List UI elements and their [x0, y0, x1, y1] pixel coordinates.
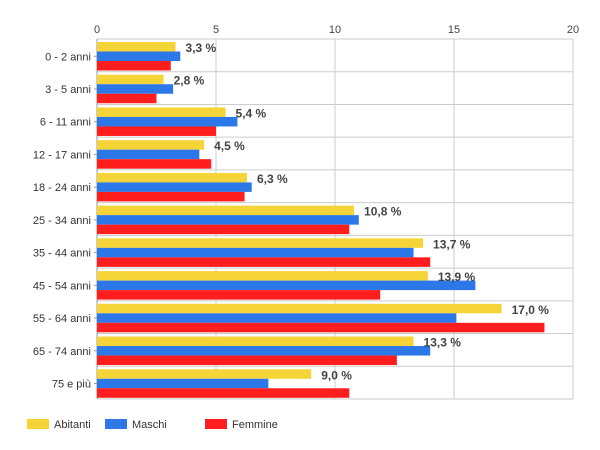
legend: Abitanti Maschi Femmine — [27, 419, 278, 431]
bar-abitanti — [97, 140, 205, 150]
category-label: 3 - 5 anni — [45, 84, 91, 96]
category-label: 45 - 54 anni — [33, 280, 91, 292]
x-tick-label: 20 — [567, 24, 579, 36]
bar-femmine — [97, 322, 545, 333]
bar-maschi — [97, 346, 431, 356]
bar-abitanti — [97, 172, 247, 183]
data-label: 13,3 % — [424, 336, 462, 350]
bar-femmine — [97, 93, 157, 104]
bar-maschi — [97, 51, 181, 61]
bar-abitanti — [97, 336, 414, 347]
data-label: 6,3 % — [257, 172, 288, 186]
data-label: 4,5 % — [214, 139, 245, 153]
data-label: 10,8 % — [364, 205, 402, 219]
bars — [97, 42, 545, 398]
data-label: 2,8 % — [174, 74, 205, 88]
bar-femmine — [97, 388, 350, 398]
bar-maschi — [97, 116, 238, 127]
bar-abitanti — [97, 74, 164, 85]
bar-abitanti — [97, 107, 226, 117]
bar-femmine — [97, 191, 245, 202]
bar-maschi — [97, 313, 457, 323]
data-labels: 3,3 % 2,8 % 5,4 % 4,5 % 6,3 % 10,8 % 13,7 % 13,… — [174, 41, 550, 382]
category-label: 55 - 64 anni — [33, 313, 91, 325]
data-label: 3,3 % — [186, 41, 217, 55]
bar-maschi — [97, 149, 200, 160]
legend-label: Abitanti — [54, 419, 91, 431]
x-tick-label: 5 — [213, 24, 219, 36]
category-label: 12 - 17 anni — [33, 149, 91, 161]
category-label: 6 - 11 anni — [40, 117, 91, 129]
category-label: 18 - 24 anni — [33, 182, 91, 194]
category-label: 0 - 2 anni — [45, 51, 91, 63]
bar-maschi — [97, 280, 476, 291]
bar-femmine — [97, 355, 397, 366]
bar-abitanti — [97, 303, 502, 314]
data-label: 13,9 % — [438, 270, 476, 284]
legend-swatch-maschi — [105, 419, 127, 429]
category-label: 65 - 74 anni — [33, 346, 91, 358]
bar-abitanti — [97, 238, 424, 248]
bar-abitanti — [97, 42, 176, 52]
bar-abitanti — [97, 271, 428, 281]
bar-femmine — [97, 290, 381, 300]
x-tick-label: 0 — [94, 24, 100, 36]
data-label: 9,0 % — [321, 368, 352, 382]
bar-maschi — [97, 247, 414, 258]
legend-swatch-femmine — [205, 419, 227, 429]
y-axis-categories: 0 - 2 anni 3 - 5 anni 6 - 11 anni 12 - 17 a… — [33, 51, 91, 390]
bar-maschi — [97, 84, 174, 94]
legend-label: Maschi — [132, 419, 167, 431]
bar-abitanti — [97, 369, 312, 379]
legend-swatch-abitanti — [27, 419, 49, 429]
bar-femmine — [97, 61, 171, 71]
x-tick-label: 10 — [329, 24, 341, 36]
bar-femmine — [97, 159, 212, 169]
category-label: 25 - 34 anni — [33, 215, 91, 227]
data-label: 17,0 % — [512, 303, 550, 317]
bar-maschi — [97, 215, 359, 225]
bar-femmine — [97, 126, 216, 136]
legend-label: Femmine — [232, 419, 278, 431]
x-tick-label: 15 — [448, 24, 460, 36]
bar-maschi — [97, 182, 252, 192]
bar-femmine — [97, 257, 431, 267]
category-label: 75 e più — [52, 379, 91, 391]
category-label: 35 - 44 anni — [33, 248, 91, 260]
x-axis-ticks: 0 5 10 15 20 — [94, 24, 579, 36]
bar-femmine — [97, 224, 350, 235]
bar-abitanti — [97, 205, 355, 216]
data-label: 13,7 % — [433, 237, 471, 251]
data-label: 5,4 % — [236, 106, 267, 120]
bar-maschi — [97, 378, 269, 389]
